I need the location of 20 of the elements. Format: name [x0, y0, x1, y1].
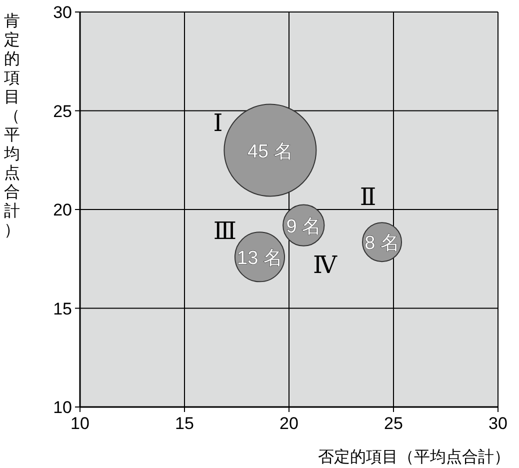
y-tick-label: 25 — [53, 102, 72, 121]
x-tick-label: 20 — [280, 414, 298, 433]
y-tick-label: 30 — [53, 3, 72, 22]
y-tick-label: 10 — [53, 398, 72, 417]
annotation: 45 名 — [247, 141, 293, 162]
annotation: 8 名 — [364, 233, 400, 254]
x-tick-label: 25 — [384, 414, 403, 433]
annotation: Ⅰ — [213, 109, 223, 137]
annotation: Ⅳ — [313, 251, 338, 279]
x-tick-label: 10 — [70, 414, 90, 433]
x-axis-title: 否定的項目（平均点合計） — [318, 448, 510, 466]
annotation: Ⅲ — [213, 217, 237, 245]
text: 肯定的項目（平均点合計） — [4, 13, 20, 239]
annotation: 13 名 — [237, 248, 282, 269]
y-tick-label: 15 — [53, 299, 72, 318]
y-tick-label: 20 — [53, 200, 72, 220]
x-tick-label: 15 — [175, 414, 194, 433]
annotation: 9 名 — [286, 216, 322, 238]
annotation: Ⅱ — [360, 183, 376, 211]
x-tick-label: 30 — [488, 414, 508, 433]
